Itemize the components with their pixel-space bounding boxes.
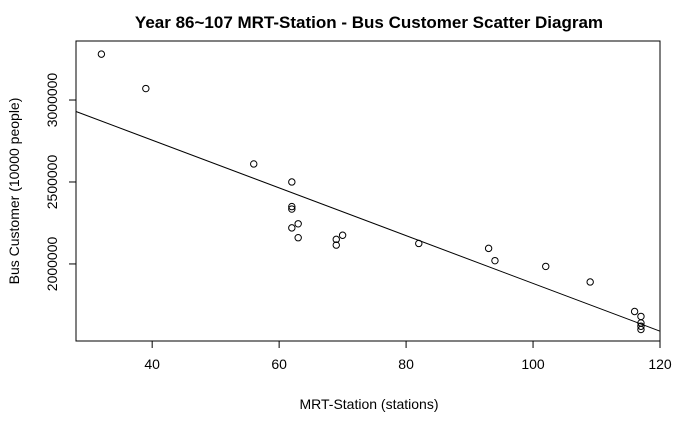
data-point xyxy=(142,84,150,93)
regression-layer xyxy=(75,111,661,332)
data-point xyxy=(542,262,550,271)
data-point xyxy=(288,178,296,186)
x-axis-label: MRT-Station (stations) xyxy=(299,396,438,412)
data-point xyxy=(250,160,258,168)
y-axis-label: Bus Customer (10000 people) xyxy=(6,98,22,285)
data-point xyxy=(637,322,645,330)
y-tick-label: 3000000 xyxy=(44,73,60,128)
data-point xyxy=(294,220,302,228)
y-tick-label: 2500000 xyxy=(44,155,60,210)
data-point xyxy=(637,325,645,334)
y-tick-label: 2000000 xyxy=(44,236,60,291)
x-tick-label: 80 xyxy=(398,356,414,372)
data-point xyxy=(491,256,499,265)
data-point xyxy=(294,234,302,242)
x-tick-label: 40 xyxy=(144,356,160,372)
data-point xyxy=(586,278,594,286)
x-tick-label: 120 xyxy=(648,356,672,372)
data-point xyxy=(484,244,493,253)
x-tick-label: 60 xyxy=(271,356,287,372)
points-layer xyxy=(97,50,645,334)
x-axis: 40 60 80 100 120 xyxy=(144,341,672,372)
data-point xyxy=(97,50,106,58)
data-point xyxy=(338,231,347,239)
regression-line xyxy=(75,111,661,332)
data-point xyxy=(288,205,296,213)
plot-frame xyxy=(75,40,661,342)
data-point xyxy=(630,307,639,316)
x-tick-label: 100 xyxy=(521,356,545,372)
data-point xyxy=(288,202,296,211)
chart-title: Year 86~107 MRT-Station - Bus Customer S… xyxy=(135,13,603,32)
y-axis: 2000000 2500000 3000000 xyxy=(44,73,76,291)
data-point xyxy=(332,235,340,244)
data-point xyxy=(415,239,423,248)
data-point xyxy=(637,312,645,321)
data-point xyxy=(288,224,296,232)
data-point xyxy=(332,241,340,249)
